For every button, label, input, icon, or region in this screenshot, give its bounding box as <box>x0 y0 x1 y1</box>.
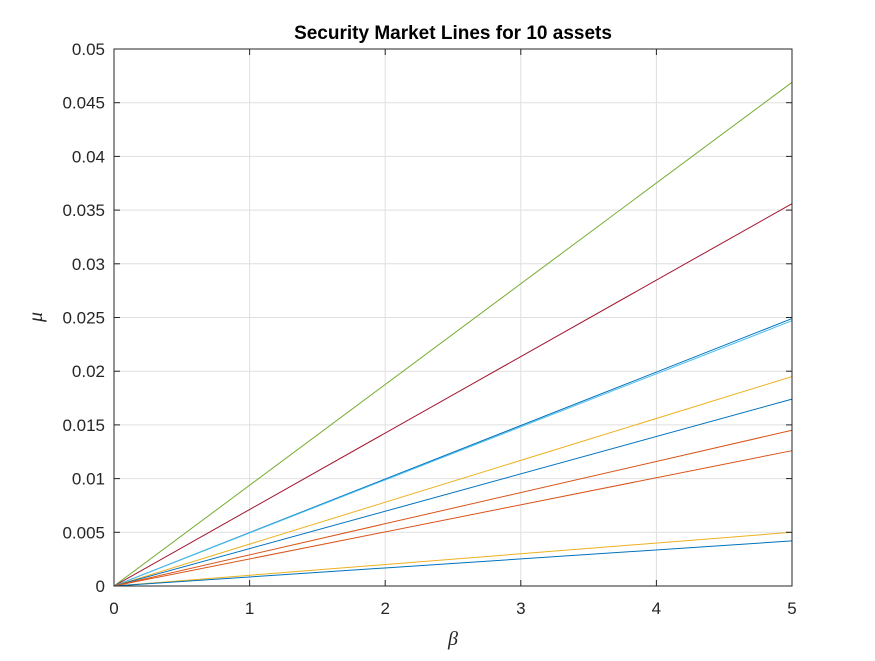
y-tick-label: 0.04 <box>72 147 105 166</box>
y-tick-label: 0.035 <box>62 201 105 220</box>
x-tick-label: 1 <box>245 599 254 618</box>
series-line-4 <box>113 320 793 587</box>
x-tick-label: 4 <box>652 599 661 618</box>
x-tick-label: 3 <box>516 599 525 618</box>
y-tick-label: 0 <box>96 577 105 596</box>
y-tick-label: 0.015 <box>62 416 105 435</box>
series-line-7 <box>113 429 793 587</box>
x-tick-label: 0 <box>109 599 118 618</box>
chart-title: Security Market Lines for 10 assets <box>294 23 612 44</box>
y-tick-label: 0.02 <box>72 362 105 381</box>
series-line-9 <box>113 531 793 587</box>
y-tick-label: 0.025 <box>62 309 105 328</box>
series-layer <box>113 81 793 587</box>
series-line-8 <box>113 450 793 587</box>
series-line-2 <box>113 203 793 587</box>
y-tick-label: 0.01 <box>72 470 105 489</box>
grid-layer <box>114 49 792 586</box>
y-axis-label: μ <box>25 312 47 323</box>
x-tick-label: 5 <box>787 599 796 618</box>
series-line-10 <box>113 540 793 587</box>
x-axis-label: β <box>447 628 458 650</box>
y-tick-label: 0.03 <box>72 255 105 274</box>
x-tick-label: 2 <box>380 599 389 618</box>
series-line-1 <box>113 81 793 587</box>
y-tick-label: 0.005 <box>62 523 105 542</box>
tick-layer: 0 1 2 3 4 5 0 0.005 0.01 0.015 0.02 0.025 0.03 0.035 0… <box>62 40 796 618</box>
series-line-6 <box>113 398 793 587</box>
y-tick-label: 0.045 <box>62 94 105 113</box>
y-tick-label: 0.05 <box>72 40 105 59</box>
series-line-5 <box>113 376 793 587</box>
